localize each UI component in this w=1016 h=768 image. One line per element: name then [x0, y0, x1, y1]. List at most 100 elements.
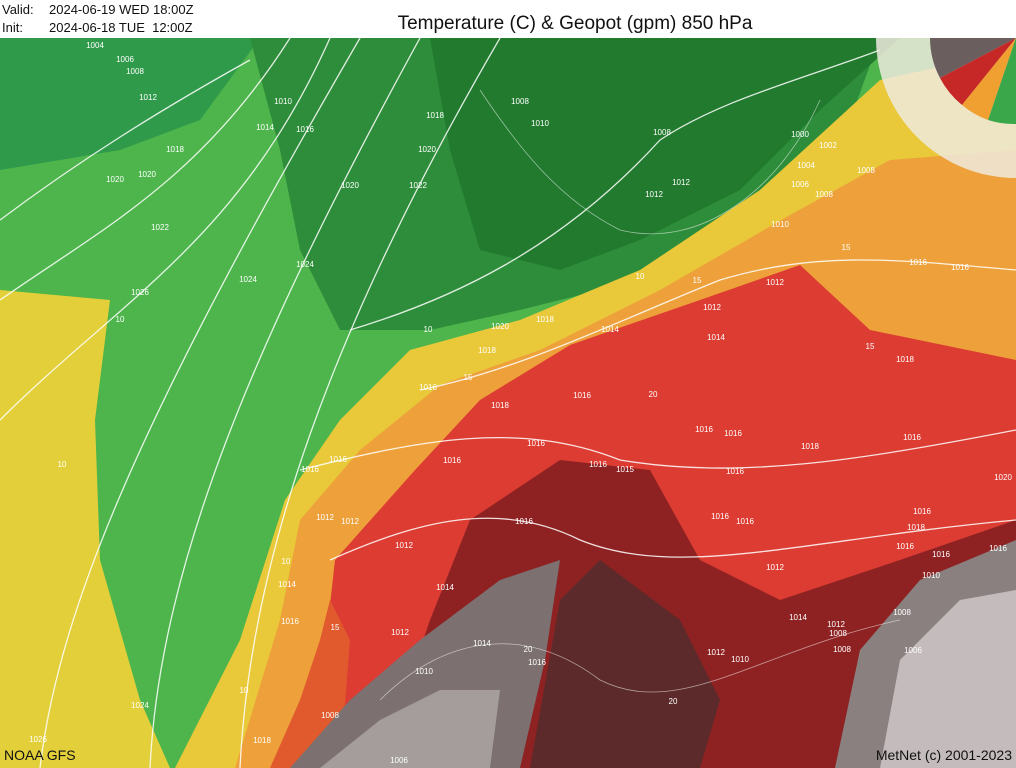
contour-label: 1016	[301, 465, 319, 474]
contour-label: 1012	[703, 303, 721, 312]
legend-sector	[988, 38, 1016, 125]
isobar	[39, 38, 361, 768]
contour-label: 1008	[857, 166, 875, 175]
contour-label: 1012	[707, 648, 725, 657]
contour-label: 1008	[511, 97, 529, 106]
isobar	[0, 59, 251, 221]
contour-label: 20	[524, 645, 533, 654]
contour-label: 1016	[573, 391, 591, 400]
contour-label: 1004	[86, 41, 104, 50]
contour-label: 1020	[491, 322, 509, 331]
contour-label: 1010	[731, 655, 749, 664]
legend-sector	[962, 38, 1016, 120]
contour-label: 1020	[106, 175, 124, 184]
field-light-grey	[320, 690, 500, 768]
contour-label: 10	[116, 315, 125, 324]
contour-label: 1008	[126, 67, 144, 76]
contour-label: 1020	[994, 473, 1012, 482]
valid-time: 2024-06-19 WED 18:00Z	[49, 2, 194, 17]
contour-label: 20	[669, 697, 678, 706]
contour-label: 1012	[341, 517, 359, 526]
contour-label: 1006	[904, 646, 922, 655]
contour-label: 1018	[426, 111, 444, 120]
contour-label: 1016	[736, 517, 754, 526]
contour-label: 1016	[726, 467, 744, 476]
contour-label: 1012	[395, 541, 413, 550]
contour-label: 1014	[278, 580, 296, 589]
contour-label: 1012	[827, 620, 845, 629]
contour-label: 1018	[801, 442, 819, 451]
contour-label: 10	[636, 272, 645, 281]
legend-wheel	[876, 38, 1016, 178]
contour-label: 1016	[528, 658, 546, 667]
map-title: Temperature (C) & Geopot (gpm) 850 hPa	[398, 13, 753, 34]
contour-label: 15	[464, 373, 473, 382]
contour-label: 1016	[443, 456, 461, 465]
contour-label: 1006	[116, 55, 134, 64]
contour-label: 1016	[989, 544, 1007, 553]
contour-label: 10	[282, 557, 291, 566]
contour-label: 1024	[239, 275, 257, 284]
contour-label: 1016	[909, 258, 927, 267]
contour-label: 1016	[329, 455, 347, 464]
contour-label: 1014	[707, 333, 725, 342]
contour-label: 1024	[131, 701, 149, 710]
isotherm	[479, 89, 821, 235]
contour-label: 15	[693, 276, 702, 285]
source: NOAA GFS	[4, 747, 76, 763]
contour-label: 1018	[253, 736, 271, 745]
contour-label: 1018	[896, 355, 914, 364]
contour-label: 10	[424, 325, 433, 334]
contour-label: 1008	[321, 711, 339, 720]
credit: MetNet (c) 2001-2023	[876, 747, 1012, 763]
contour-label: 1000	[791, 130, 809, 139]
contour-label: 1018	[478, 346, 496, 355]
contour-label: 1016	[896, 542, 914, 551]
contour-label: 15	[842, 243, 851, 252]
contour-label: 1012	[316, 513, 334, 522]
contour-label: 1016	[913, 507, 931, 516]
contour-label: 1012	[645, 190, 663, 199]
isobar	[239, 38, 501, 768]
contour-label: 1026	[131, 288, 149, 297]
contour-label: 1016	[527, 439, 545, 448]
contour-label: 1016	[903, 433, 921, 442]
contour-label: 1012	[391, 628, 409, 637]
contour-label: 1010	[274, 97, 292, 106]
isobar	[149, 38, 421, 768]
contour-label: 1018	[907, 523, 925, 532]
contour-label: 1008	[893, 608, 911, 617]
contour-label: 1012	[766, 563, 784, 572]
field-yellow-west	[0, 290, 170, 768]
contour-label: 1008	[653, 128, 671, 137]
header: Valid: 2024-06-19 WED 18:00Z Init: 2024-…	[2, 2, 753, 35]
contour-label: 1018	[491, 401, 509, 410]
contour-label: 1016	[515, 517, 533, 526]
contour-label: 1016	[695, 425, 713, 434]
contour-label: 1012	[672, 178, 690, 187]
contour-label: 1006	[390, 756, 408, 765]
init-time: 2024-06-18 TUE 12:00Z	[49, 20, 193, 35]
contour-label: 10	[58, 460, 67, 469]
contour-label: 1016	[281, 617, 299, 626]
contour-label: 20	[649, 390, 658, 399]
contour-label: 1012	[139, 93, 157, 102]
legend-sector	[940, 38, 1016, 105]
contour-label: 1010	[771, 220, 789, 229]
contour-label: 1022	[151, 223, 169, 232]
contour-label: 1018	[166, 145, 184, 154]
isobar	[299, 429, 1016, 471]
contour-label: 1016	[951, 263, 969, 272]
contour-label: 1016	[589, 460, 607, 469]
contour-label: 1008	[833, 645, 851, 654]
contour-label: 1014	[256, 123, 274, 132]
contour-label: 1022	[409, 181, 427, 190]
contour-label: 10	[240, 686, 249, 695]
isobar	[0, 38, 331, 421]
field-maroon	[530, 560, 720, 768]
contour-label: 1024	[296, 260, 314, 269]
contour-label: 1016	[419, 383, 437, 392]
field-darker-green	[430, 38, 900, 270]
